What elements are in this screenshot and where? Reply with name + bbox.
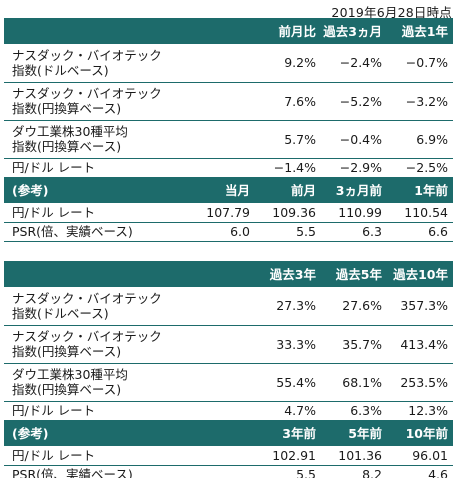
header-cell: 過去3ヵ月 <box>321 18 387 44</box>
value-cell: −2.5% <box>387 158 453 178</box>
header-cell: 5年前 <box>321 420 387 446</box>
value-cell: −5.2% <box>321 82 387 121</box>
reference-header-row: (参考) 3年前 5年前 10年前 <box>4 420 453 446</box>
performance-table-short-term: 前月比 過去3ヵ月 過去1年 ナスダック・バイオテック 指数(ドルベース) 9.2… <box>4 18 453 242</box>
row-label: ナスダック・バイオテック 指数(円換算ベース) <box>4 325 255 364</box>
value-cell: 107.79 <box>189 203 255 223</box>
table-row: ナスダック・バイオテック 指数(円換算ベース) 7.6% −5.2% −3.2% <box>4 82 453 121</box>
value-cell: 4.7% <box>255 401 321 421</box>
value-cell: 9.2% <box>255 44 321 83</box>
header-cell <box>189 261 255 287</box>
header-cell: 過去10年 <box>387 261 453 287</box>
value-cell: −0.4% <box>321 120 387 159</box>
value-cell: −3.2% <box>387 82 453 121</box>
value-cell: 253.5% <box>387 363 453 402</box>
header-cell: 過去1年 <box>387 18 453 44</box>
header-cell <box>189 18 255 44</box>
value-cell: −2.4% <box>321 44 387 83</box>
row-label: 円/ドル レート <box>4 203 189 223</box>
value-cell: 7.6% <box>255 82 321 121</box>
header-blank <box>4 261 189 287</box>
header-cell: 10年前 <box>387 420 453 446</box>
row-label: ナスダック・バイオテック 指数(ドルベース) <box>4 287 255 326</box>
value-cell: 27.6% <box>321 287 387 326</box>
reference-label: (参考) <box>4 420 189 446</box>
value-cell: 101.36 <box>321 446 387 466</box>
header-cell: 前月比 <box>255 18 321 44</box>
header-cell: 過去5年 <box>321 261 387 287</box>
table-row: 円/ドル レート −1.4% −2.9% −2.5% <box>4 158 453 178</box>
value-cell: 6.6 <box>387 222 453 242</box>
reference-label: (参考) <box>4 177 189 203</box>
value-cell: 4.6 <box>387 465 453 478</box>
header-cell: 当月 <box>189 177 255 203</box>
header-blank <box>4 18 189 44</box>
table-row: ナスダック・バイオテック 指数(円換算ベース) 33.3% 35.7% 413.4… <box>4 325 453 364</box>
row-label: ナスダック・バイオテック 指数(ドルベース) <box>4 44 255 83</box>
row-label: ダウ工業株30種平均 指数(円換算ベース) <box>4 363 255 402</box>
value-cell: 110.54 <box>387 203 453 223</box>
value-cell: 6.3 <box>321 222 387 242</box>
row-label: PSR(倍、実績ベース) <box>4 465 255 478</box>
value-cell: 6.3% <box>321 401 387 421</box>
table-header-row: 過去3年 過去5年 過去10年 <box>4 261 453 287</box>
value-cell: 110.99 <box>321 203 387 223</box>
header-cell: 3ヵ月前 <box>321 177 387 203</box>
value-cell: 8.2 <box>321 465 387 478</box>
value-cell: 33.3% <box>255 325 321 364</box>
value-cell: 102.91 <box>255 446 321 466</box>
table-row: PSR(倍、実績ベース) 5.5 8.2 4.6 <box>4 465 453 478</box>
row-label: 円/ドル レート <box>4 446 255 466</box>
value-cell: 68.1% <box>321 363 387 402</box>
value-cell: 96.01 <box>387 446 453 466</box>
row-label: 円/ドル レート <box>4 158 255 178</box>
header-cell: 過去3年 <box>255 261 321 287</box>
table-row: 円/ドル レート 107.79 109.36 110.99 110.54 <box>4 203 453 223</box>
table-row: 円/ドル レート 102.91 101.36 96.01 <box>4 446 453 466</box>
table-row: 円/ドル レート 4.7% 6.3% 12.3% <box>4 401 453 421</box>
value-cell: 413.4% <box>387 325 453 364</box>
value-cell: 12.3% <box>387 401 453 421</box>
table-row: ナスダック・バイオテック 指数(ドルベース) 27.3% 27.6% 357.3% <box>4 287 453 326</box>
row-label: ナスダック・バイオテック 指数(円換算ベース) <box>4 82 255 121</box>
value-cell: 5.7% <box>255 120 321 159</box>
value-cell: 35.7% <box>321 325 387 364</box>
date-note: 2019年6月28日時点 <box>331 5 452 20</box>
header-cell: 前月 <box>255 177 321 203</box>
header-cell <box>189 420 255 446</box>
value-cell: −0.7% <box>387 44 453 83</box>
value-cell: 55.4% <box>255 363 321 402</box>
row-label: 円/ドル レート <box>4 401 255 421</box>
header-cell: 3年前 <box>255 420 321 446</box>
row-label: PSR(倍、実績ベース) <box>4 222 189 242</box>
table-row: PSR(倍、実績ベース) 6.0 5.5 6.3 6.6 <box>4 222 453 242</box>
table-row: ダウ工業株30種平均 指数(円換算ベース) 55.4% 68.1% 253.5% <box>4 363 453 402</box>
row-label: ダウ工業株30種平均 指数(円換算ベース) <box>4 120 255 159</box>
table-row: ナスダック・バイオテック 指数(ドルベース) 9.2% −2.4% −0.7% <box>4 44 453 83</box>
value-cell: −2.9% <box>321 158 387 178</box>
value-cell: 6.0 <box>189 222 255 242</box>
value-cell: 357.3% <box>387 287 453 326</box>
performance-table-long-term: 過去3年 過去5年 過去10年 ナスダック・バイオテック 指数(ドルベース) 27… <box>4 261 453 478</box>
value-cell: 27.3% <box>255 287 321 326</box>
value-cell: −1.4% <box>255 158 321 178</box>
value-cell: 109.36 <box>255 203 321 223</box>
value-cell: 5.5 <box>255 465 321 478</box>
table-header-row: 前月比 過去3ヵ月 過去1年 <box>4 18 453 44</box>
value-cell: 5.5 <box>255 222 321 242</box>
reference-header-row: (参考) 当月 前月 3ヵ月前 1年前 <box>4 177 453 203</box>
value-cell: 6.9% <box>387 120 453 159</box>
table-row: ダウ工業株30種平均 指数(円換算ベース) 5.7% −0.4% 6.9% <box>4 120 453 159</box>
header-cell: 1年前 <box>387 177 453 203</box>
